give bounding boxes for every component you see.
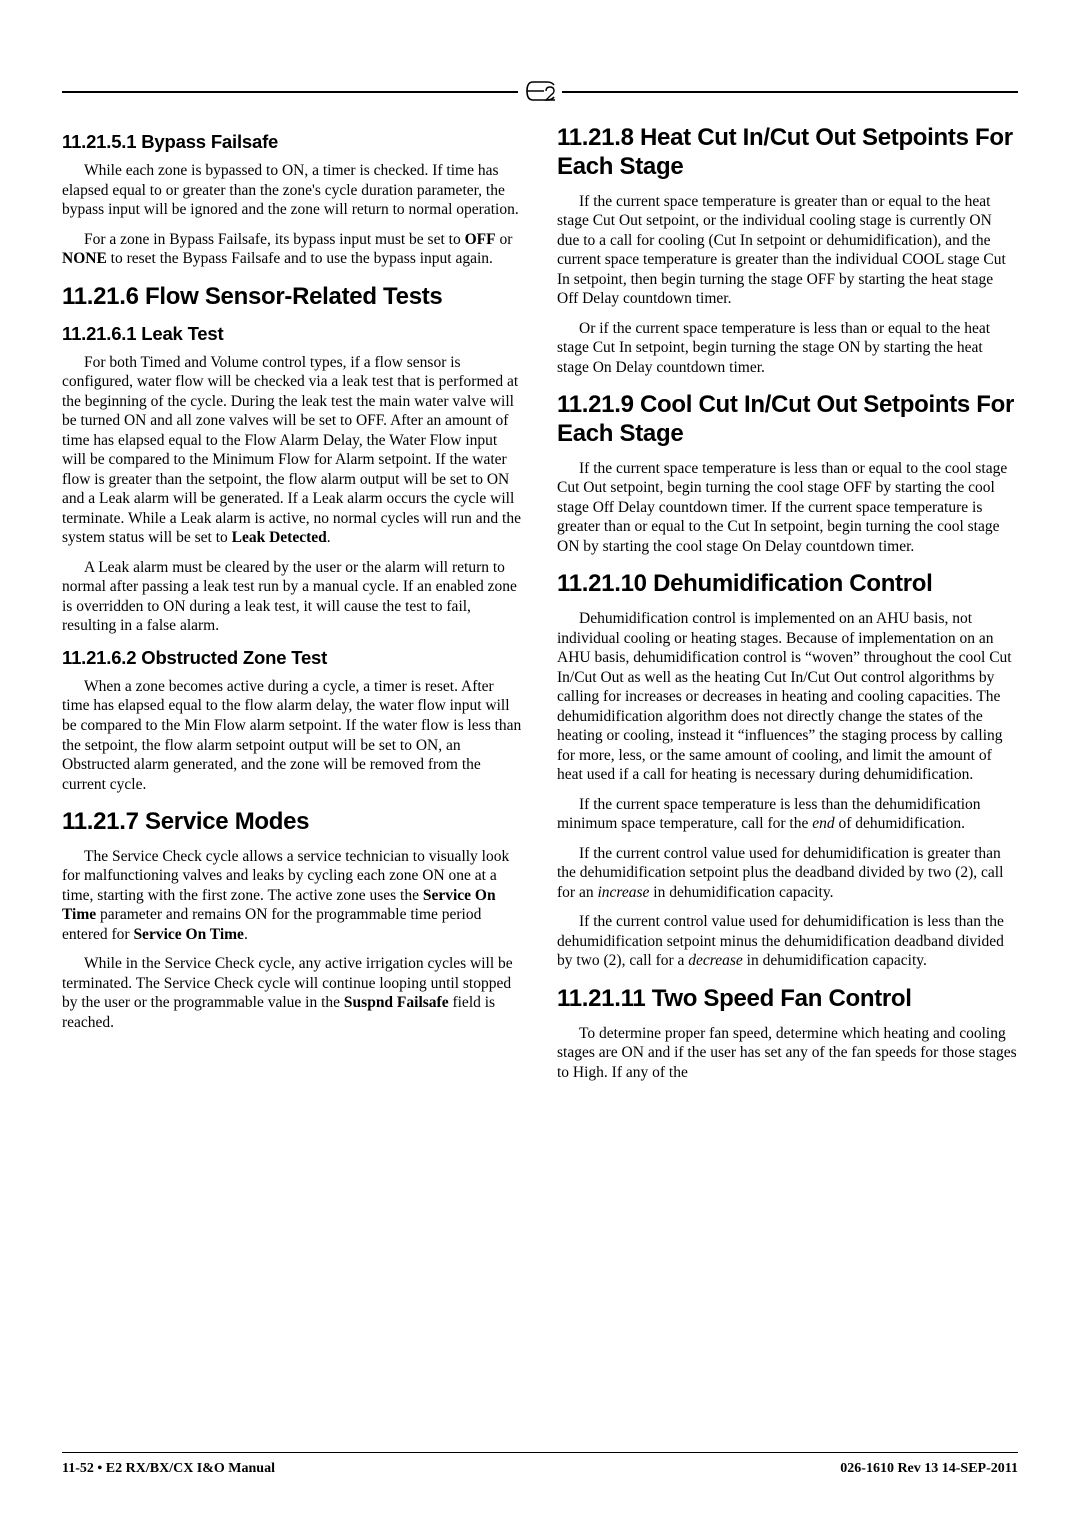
para: While in the Service Check cycle, any ac… bbox=[62, 954, 523, 1032]
para: Dehumidification control is implemented … bbox=[557, 609, 1018, 785]
text-bold: OFF bbox=[465, 231, 496, 248]
text: in dehumidification capacity. bbox=[649, 884, 833, 901]
text-italic: increase bbox=[597, 884, 649, 901]
page-divider bbox=[62, 80, 1018, 104]
para: For both Timed and Volume control types,… bbox=[62, 353, 523, 548]
text-bold: Suspnd Failsafe bbox=[344, 994, 449, 1011]
text: to reset the Bypass Failsafe and to use … bbox=[107, 250, 493, 267]
heading-service-modes: 11.21.7 Service Modes bbox=[62, 808, 523, 837]
para: Or if the current space temperature is l… bbox=[557, 319, 1018, 378]
text-bold: Service On Time bbox=[133, 926, 244, 943]
footer-left: 11-52 • E2 RX/BX/CX I&O Manual bbox=[62, 1461, 275, 1477]
text-bold: Leak Detected bbox=[232, 529, 327, 546]
right-column: 11.21.8 Heat Cut In/Cut Out Setpoints Fo… bbox=[557, 124, 1018, 1092]
left-column: 11.21.5.1 Bypass Failsafe While each zon… bbox=[62, 124, 523, 1092]
para: When a zone becomes active during a cycl… bbox=[62, 677, 523, 794]
text-bold: NONE bbox=[62, 250, 107, 267]
text: of dehumidification. bbox=[835, 815, 965, 832]
heading-two-speed-fan: 11.21.11 Two Speed Fan Control bbox=[557, 985, 1018, 1014]
text: in dehumidification capacity. bbox=[743, 952, 927, 969]
heading-obstructed-zone-test: 11.21.6.2 Obstructed Zone Test bbox=[62, 646, 523, 669]
heading-cool-cut: 11.21.9 Cool Cut In/Cut Out Setpoints Fo… bbox=[557, 391, 1018, 449]
text: For a zone in Bypass Failsafe, its bypas… bbox=[84, 231, 465, 248]
heading-bypass-failsafe: 11.21.5.1 Bypass Failsafe bbox=[62, 130, 523, 153]
text: . bbox=[244, 926, 248, 943]
para: For a zone in Bypass Failsafe, its bypas… bbox=[62, 230, 523, 269]
para: To determine proper fan speed, determine… bbox=[557, 1024, 1018, 1083]
text: . bbox=[327, 529, 331, 546]
para: The Service Check cycle allows a service… bbox=[62, 847, 523, 945]
para: If the current control value used for de… bbox=[557, 844, 1018, 903]
heading-heat-cut: 11.21.8 Heat Cut In/Cut Out Setpoints Fo… bbox=[557, 124, 1018, 182]
footer-page-number: 11-52 • bbox=[62, 1461, 106, 1476]
heading-leak-test: 11.21.6.1 Leak Test bbox=[62, 322, 523, 345]
para: A Leak alarm must be cleared by the user… bbox=[62, 558, 523, 636]
text: For both Timed and Volume control types,… bbox=[62, 354, 521, 547]
heading-dehumidification: 11.21.10 Dehumidification Control bbox=[557, 570, 1018, 599]
footer-doc-id: 026-1610 Rev 13 14-SEP-2011 bbox=[840, 1461, 1018, 1476]
heading-flow-sensor-tests: 11.21.6 Flow Sensor-Related Tests bbox=[62, 283, 523, 312]
para: If the current control value used for de… bbox=[557, 912, 1018, 971]
para: While each zone is bypassed to ON, a tim… bbox=[62, 161, 523, 220]
text: parameter and remains ON for the program… bbox=[62, 906, 481, 943]
text-italic: end bbox=[812, 815, 834, 832]
text-italic: decrease bbox=[688, 952, 743, 969]
page-footer: 11-52 • E2 RX/BX/CX I&O Manual 026-1610 … bbox=[62, 1452, 1018, 1478]
e2-logo-icon bbox=[524, 80, 556, 102]
text: or bbox=[496, 231, 513, 248]
para: If the current space temperature is less… bbox=[557, 795, 1018, 834]
footer-right: 026-1610 Rev 13 14-SEP-2011 bbox=[840, 1461, 1018, 1477]
para: If the current space temperature is grea… bbox=[557, 192, 1018, 309]
footer-manual-title: E2 RX/BX/CX I&O Manual bbox=[106, 1461, 275, 1476]
para: If the current space temperature is less… bbox=[557, 459, 1018, 557]
